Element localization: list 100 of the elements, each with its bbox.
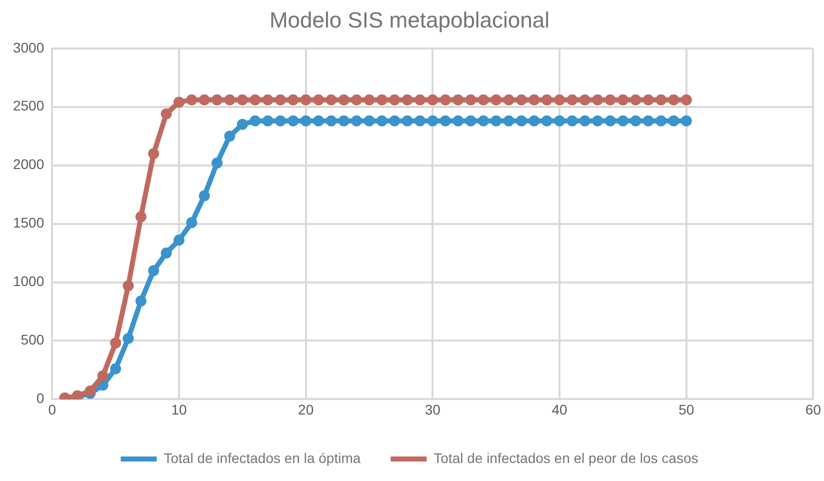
point — [516, 115, 527, 126]
point — [300, 94, 312, 106]
point — [376, 115, 388, 126]
point — [592, 115, 604, 126]
point — [326, 94, 337, 106]
point — [465, 94, 476, 106]
point — [288, 94, 299, 106]
point — [300, 115, 312, 126]
point — [452, 94, 464, 106]
point — [389, 94, 400, 106]
point — [402, 94, 413, 106]
point — [173, 234, 184, 246]
point — [224, 130, 236, 142]
point — [490, 115, 502, 126]
point — [579, 115, 590, 126]
point — [402, 115, 413, 126]
point — [110, 363, 122, 374]
point — [617, 94, 628, 106]
legend-label: Total de infectados en el peor de los casos — [434, 450, 698, 466]
point — [122, 332, 134, 344]
point — [376, 94, 388, 106]
point — [212, 94, 223, 106]
point — [554, 115, 566, 126]
point — [262, 115, 274, 126]
point — [274, 94, 286, 106]
point — [656, 94, 666, 106]
x-tick-label: 40 — [552, 401, 568, 418]
point — [338, 115, 350, 126]
point — [122, 280, 134, 292]
point — [224, 94, 236, 106]
x-tick-label: 60 — [805, 401, 822, 418]
point — [198, 190, 210, 202]
point — [274, 115, 286, 126]
point — [528, 115, 540, 126]
point — [668, 115, 680, 126]
point — [313, 115, 324, 126]
y-tick-label: 2500 — [12, 98, 44, 114]
point — [516, 94, 527, 106]
point — [414, 115, 426, 126]
point — [313, 94, 324, 106]
point — [478, 115, 489, 126]
point — [338, 94, 350, 106]
chart-title: Modelo SIS metapoblacional — [269, 7, 550, 32]
point — [173, 96, 184, 108]
point — [566, 115, 578, 126]
point — [604, 115, 616, 126]
point — [250, 94, 261, 106]
point — [642, 94, 654, 106]
x-tick-label: 50 — [678, 401, 694, 418]
point — [160, 248, 172, 259]
point — [490, 94, 502, 106]
point — [148, 265, 160, 276]
point — [465, 115, 476, 126]
point — [198, 94, 210, 106]
y-tick-label: 3000 — [12, 39, 44, 56]
point — [503, 94, 514, 106]
point — [427, 115, 438, 126]
y-tick-label: 1000 — [12, 273, 44, 290]
point — [478, 94, 489, 106]
point — [604, 94, 616, 106]
point — [528, 94, 540, 106]
point — [541, 115, 552, 126]
point — [668, 94, 680, 106]
point — [186, 94, 198, 106]
point — [440, 115, 451, 126]
point — [135, 295, 146, 306]
point — [236, 94, 248, 106]
point — [579, 94, 590, 106]
point — [97, 370, 108, 382]
legend-label: Total de infectados en la óptima — [164, 450, 361, 466]
y-tick-label: 2000 — [12, 156, 44, 172]
point — [262, 94, 274, 106]
x-tick-label: 0 — [48, 401, 56, 418]
point — [680, 115, 692, 126]
point — [250, 115, 261, 126]
point — [414, 94, 426, 106]
point — [554, 94, 566, 106]
point — [440, 94, 451, 106]
y-tick-label: 500 — [20, 332, 44, 348]
point — [389, 115, 400, 126]
point — [236, 118, 248, 130]
point — [630, 94, 642, 106]
point — [566, 94, 578, 106]
point — [110, 338, 122, 349]
point — [592, 94, 604, 106]
point — [351, 115, 362, 126]
point — [212, 157, 223, 168]
point — [680, 94, 692, 106]
point — [642, 115, 654, 126]
point — [364, 94, 375, 106]
point — [427, 94, 438, 106]
point — [135, 211, 146, 222]
point — [186, 217, 198, 228]
x-tick-label: 10 — [171, 401, 187, 418]
point — [160, 108, 172, 120]
point — [148, 148, 160, 160]
y-tick-label: 0 — [36, 390, 44, 406]
x-tick-label: 20 — [298, 401, 314, 418]
point — [503, 115, 514, 126]
point — [541, 94, 552, 106]
